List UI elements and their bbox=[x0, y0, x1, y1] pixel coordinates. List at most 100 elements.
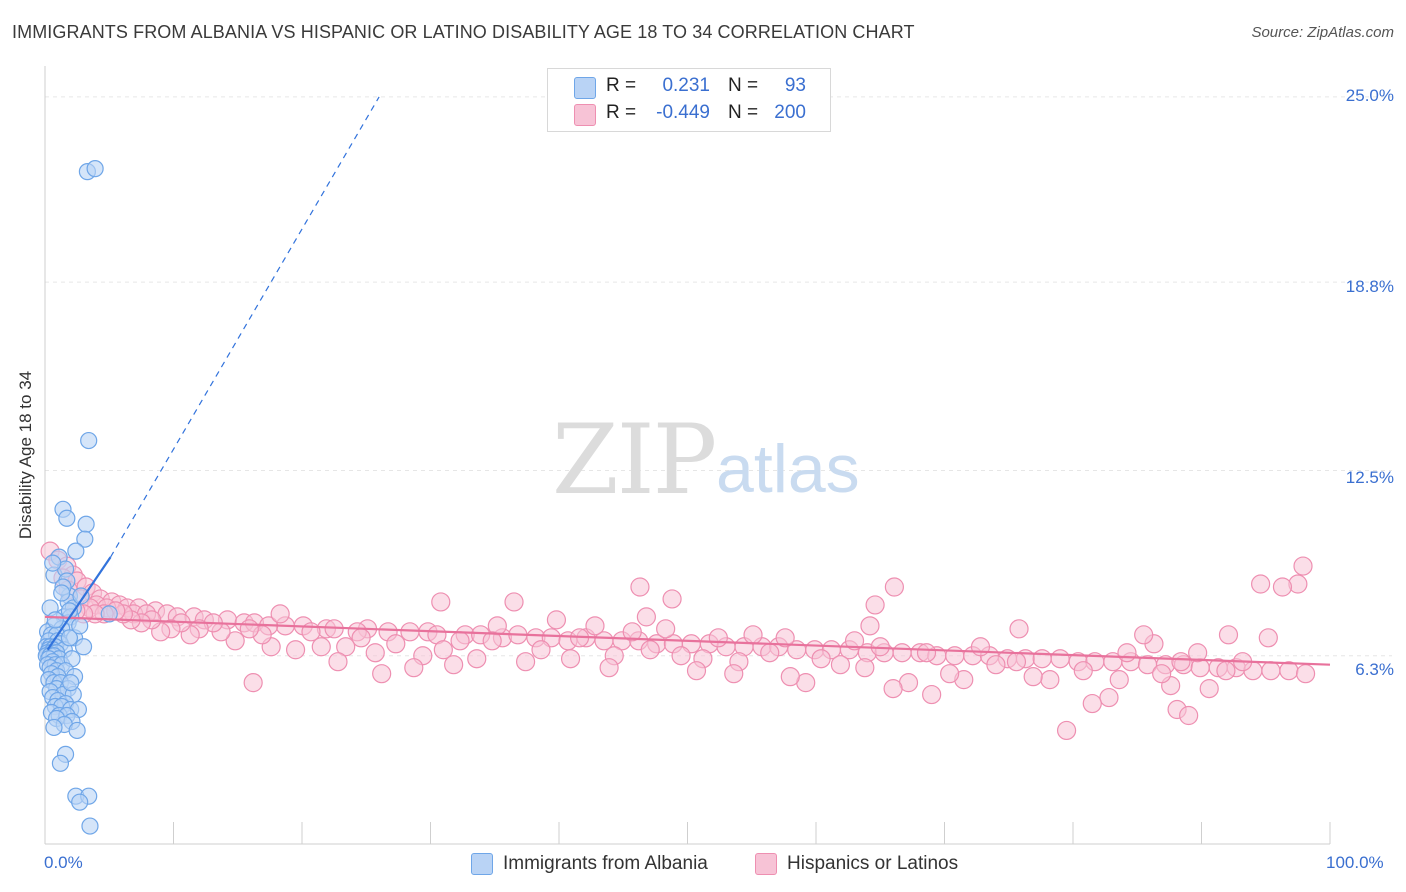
legend-n-value: 200 bbox=[774, 102, 806, 123]
legend-r-label: R = bbox=[606, 102, 637, 123]
data-point-hispanic-121 bbox=[883, 679, 903, 699]
bottom-legend-label: Hispanics or Latinos bbox=[787, 853, 959, 874]
data-point-hispanic-93 bbox=[1218, 625, 1239, 645]
data-point-hispanic-73 bbox=[1050, 649, 1070, 669]
data-point-hispanic-193 bbox=[865, 595, 885, 615]
data-point-hispanic-108 bbox=[1152, 664, 1172, 684]
legend-r-label: R = bbox=[606, 75, 637, 96]
data-point-hispanic-125 bbox=[830, 655, 851, 675]
data-point-hispanic-160 bbox=[372, 664, 392, 684]
data-point-hispanic-85 bbox=[1261, 661, 1281, 681]
data-point-hispanic-152 bbox=[482, 631, 502, 651]
data-point-hispanic-104 bbox=[1179, 705, 1199, 726]
data-point-hispanic-95 bbox=[1171, 652, 1191, 672]
data-point-hispanic-141 bbox=[622, 622, 642, 642]
data-point-hispanic-90 bbox=[1251, 574, 1271, 594]
chart-title: IMMIGRANTS FROM ALBANIA VS HISPANIC OR L… bbox=[12, 22, 915, 42]
data-point-hispanic-149 bbox=[515, 652, 536, 672]
trend-line-albania bbox=[46, 556, 112, 651]
data-point-albania-91 bbox=[44, 554, 62, 572]
data-point-hispanic-109 bbox=[1117, 643, 1137, 663]
data-point-hispanic-111 bbox=[1040, 670, 1060, 690]
legend-r-value: -0.449 bbox=[656, 102, 710, 123]
data-point-hispanic-158 bbox=[404, 658, 424, 678]
data-point-hispanic-118 bbox=[922, 684, 942, 705]
data-point-hispanic-190 bbox=[431, 592, 451, 612]
data-point-hispanic-191 bbox=[630, 577, 650, 597]
data-point-hispanic-92 bbox=[1258, 628, 1278, 648]
legend-n-value: 93 bbox=[784, 75, 806, 96]
data-point-hispanic-133 bbox=[724, 664, 744, 684]
data-point-albania-89 bbox=[53, 584, 71, 602]
data-point-hispanic-146 bbox=[560, 649, 581, 669]
y-tick-label-18-8: 18.8% bbox=[1345, 277, 1394, 296]
legend-r-value: 0.231 bbox=[662, 75, 710, 96]
legend-swatch-blue bbox=[574, 77, 596, 99]
legend-n-label: N = bbox=[728, 102, 759, 123]
data-point-hispanic-89 bbox=[1272, 577, 1293, 597]
data-point-hispanic-112 bbox=[1023, 667, 1043, 687]
x-tick-label-0: 0.0% bbox=[44, 853, 83, 872]
data-point-hispanic-128 bbox=[780, 667, 800, 687]
data-point-hispanic-97 bbox=[1134, 625, 1154, 645]
bottom-legend-swatch-pink bbox=[755, 853, 777, 875]
data-point-albania-87 bbox=[46, 611, 64, 629]
data-point-hispanic-194 bbox=[884, 577, 904, 597]
trend-line-albania-extension bbox=[110, 96, 380, 558]
correlation-legend: R = 0.231 N = 93 R = -0.449 N = 200 bbox=[547, 68, 831, 132]
data-point-hispanic-165 bbox=[311, 637, 331, 657]
data-point-albania-78 bbox=[51, 754, 70, 772]
watermark-zip: ZIP bbox=[552, 404, 717, 516]
data-point-hispanic-155 bbox=[444, 655, 464, 675]
data-point-hispanic-94 bbox=[1188, 643, 1208, 663]
data-point-hispanic-106 bbox=[1216, 661, 1236, 681]
y-axis-label: Disability Age 18 to 34 bbox=[16, 370, 35, 540]
data-point-hispanic-123 bbox=[855, 658, 875, 678]
data-point-hispanic-159 bbox=[386, 634, 406, 654]
data-point-hispanic-72 bbox=[1032, 649, 1052, 669]
data-point-hispanic-100 bbox=[1082, 693, 1102, 714]
data-point-albania-7 bbox=[67, 542, 85, 560]
data-point-hispanic-36 bbox=[400, 622, 420, 642]
data-point-hispanic-126 bbox=[811, 649, 831, 669]
data-point-hispanic-130 bbox=[760, 643, 780, 663]
data-point-albania-83 bbox=[100, 605, 118, 623]
data-point-hispanic-195 bbox=[1009, 619, 1029, 639]
data-point-hispanic-153 bbox=[467, 649, 487, 669]
bottom-legend-swatch-blue bbox=[471, 853, 493, 875]
data-point-albania-6 bbox=[76, 530, 94, 548]
data-point-hispanic-105 bbox=[1199, 679, 1219, 699]
y-tick-label-6-3: 6.3% bbox=[1355, 660, 1394, 679]
data-point-hispanic-101 bbox=[1056, 720, 1077, 741]
legend-row-hispanic: R = -0.449 N = 200 bbox=[548, 101, 828, 127]
data-point-hispanic-139 bbox=[640, 640, 660, 660]
watermark-atlas: atlas bbox=[716, 431, 860, 507]
data-point-hispanic-148 bbox=[531, 640, 551, 660]
data-point-hispanic-98 bbox=[1109, 670, 1129, 690]
data-point-hispanic-167 bbox=[285, 640, 306, 660]
trend-line-hispanic bbox=[44, 615, 1331, 666]
data-point-hispanic-143 bbox=[599, 658, 619, 678]
data-point-hispanic-87 bbox=[1295, 664, 1316, 684]
data-point-hispanic-164 bbox=[328, 652, 348, 672]
data-point-hispanic-110 bbox=[1073, 661, 1093, 681]
data-point-hispanic-163 bbox=[336, 637, 356, 657]
chart-source: Source: ZipAtlas.com bbox=[1251, 24, 1394, 41]
data-point-hispanic-172 bbox=[225, 631, 245, 651]
legend-n-label: N = bbox=[728, 75, 759, 96]
data-point-hispanic-192 bbox=[860, 616, 880, 636]
legend-swatch-pink bbox=[574, 104, 596, 126]
data-point-albania-81 bbox=[71, 793, 89, 811]
data-point-hispanic-124 bbox=[844, 631, 865, 651]
data-point-hispanic-156 bbox=[433, 640, 453, 660]
data-point-hispanic-113 bbox=[1006, 652, 1027, 672]
data-point-hispanic-115 bbox=[970, 637, 991, 657]
data-point-hispanic-99 bbox=[1099, 687, 1119, 708]
y-tick-label-12-5: 12.5% bbox=[1345, 468, 1394, 487]
data-point-hispanic-168 bbox=[270, 604, 290, 624]
bottom-legend-label: Immigrants from Albania bbox=[503, 853, 708, 874]
data-point-albania-76 bbox=[68, 721, 86, 740]
data-point-albania-84 bbox=[74, 638, 93, 656]
data-point-albania-4 bbox=[58, 509, 76, 527]
